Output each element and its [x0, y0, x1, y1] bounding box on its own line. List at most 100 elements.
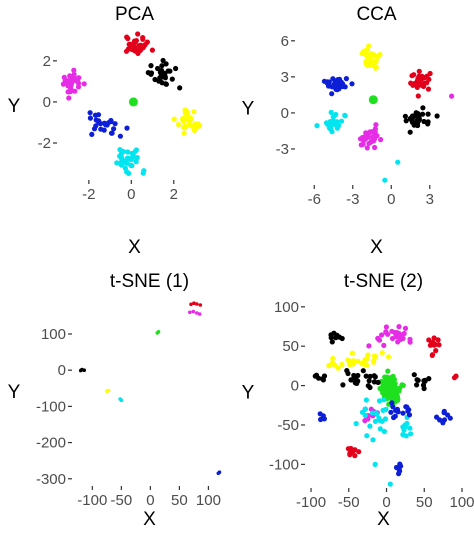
point-green [386, 381, 392, 387]
point-cyan [381, 428, 387, 435]
point-black [421, 385, 427, 392]
y-tick-label: -3 [276, 141, 289, 158]
point-blue [93, 123, 99, 129]
y-axis-label: Y [8, 382, 21, 403]
point-red [426, 76, 432, 82]
point-cyan [328, 126, 334, 132]
point-black [415, 377, 421, 383]
x-tick-label: -6 [308, 191, 321, 208]
panel-4: t-SNE (2) -100 -50 0 50 100 -100 -50 0 50 100 X Y [242, 271, 474, 530]
point-black [312, 373, 318, 379]
point-black [78, 368, 83, 373]
point-yellow [373, 65, 379, 71]
point-red [410, 82, 416, 88]
point-red [125, 46, 131, 52]
point-magenta [366, 140, 372, 146]
point-cyan [124, 160, 130, 166]
point-yellow [361, 361, 367, 367]
point-yellow [188, 115, 194, 122]
y-tick-label: -100 [269, 456, 299, 473]
point-cyan [336, 122, 342, 129]
point-red [140, 45, 146, 51]
point-yellow [330, 355, 336, 362]
point-magenta [373, 122, 379, 128]
point-black [333, 335, 339, 341]
panel-1: PCA -2 0 2 -2 0 2 X Y [8, 4, 203, 258]
point-green [385, 368, 391, 374]
x-tick-label: 100 [196, 492, 221, 509]
point-cyan [370, 437, 376, 443]
y-axis-label: Y [242, 383, 255, 404]
point-red [426, 337, 432, 343]
point-black [366, 378, 372, 384]
point-black [157, 75, 163, 81]
point-black [421, 118, 427, 125]
point-black [348, 377, 354, 383]
point-magenta [191, 309, 196, 314]
point-black [158, 71, 164, 77]
point-yellow [373, 59, 379, 65]
x-axis-label: X [370, 237, 383, 258]
point-cyan [377, 426, 383, 432]
x-tick-label: -50 [338, 494, 360, 511]
point-cyan [325, 120, 331, 126]
point-black [152, 76, 158, 83]
point-cyan [353, 421, 359, 427]
point-cyan [129, 150, 135, 156]
point-red [431, 335, 437, 341]
point-black [159, 63, 165, 69]
point-black [414, 113, 420, 119]
point-cyan [338, 118, 345, 124]
point-blue [101, 127, 107, 133]
point-blue [117, 133, 123, 139]
point-red [192, 301, 196, 306]
point-magenta [72, 88, 78, 94]
scatter-points [314, 43, 455, 183]
x-tick-label: 50 [171, 492, 188, 509]
point-yellow [349, 350, 355, 356]
point-magenta [362, 134, 368, 140]
point-black [367, 384, 373, 391]
point-red [124, 34, 130, 40]
point-green [382, 374, 388, 380]
y-tick-label: 3 [281, 69, 289, 86]
point-magenta [369, 129, 376, 135]
y-tick-label: -100 [36, 398, 66, 415]
point-black [402, 113, 408, 119]
x-tick-label: 50 [416, 494, 433, 511]
y-tick-label: 6 [281, 33, 289, 50]
point-blue [334, 87, 340, 93]
point-magenta [381, 342, 387, 348]
point-blue [124, 125, 130, 131]
panel-title: t-SNE (1) [110, 271, 189, 292]
point-black [414, 382, 420, 388]
point-green [391, 389, 397, 395]
y-tick-label: 2 [43, 53, 51, 70]
point-green [395, 397, 401, 403]
point-blue [87, 115, 93, 121]
point-magenta [188, 310, 192, 315]
point-yellow [370, 359, 377, 365]
point-red [135, 31, 141, 37]
point-cyan [141, 168, 147, 174]
x-axis-label: X [128, 237, 141, 258]
point-blue [111, 126, 117, 132]
point-black [340, 382, 346, 388]
point-black [328, 332, 334, 338]
point-cyan [376, 398, 383, 404]
point-blue [400, 410, 406, 416]
point-black [434, 113, 440, 119]
point-blue [392, 413, 398, 419]
point-yellow [175, 121, 182, 128]
point-magenta [195, 311, 199, 315]
x-tick-label: 0 [127, 186, 135, 203]
point-red [436, 342, 442, 348]
point-magenta [360, 141, 366, 147]
point-magenta [364, 145, 370, 151]
point-yellow [359, 50, 365, 57]
point-blue [96, 119, 102, 125]
point-cyan [401, 427, 407, 433]
point-cyan [117, 160, 123, 166]
x-tick-label: -2 [82, 186, 95, 203]
